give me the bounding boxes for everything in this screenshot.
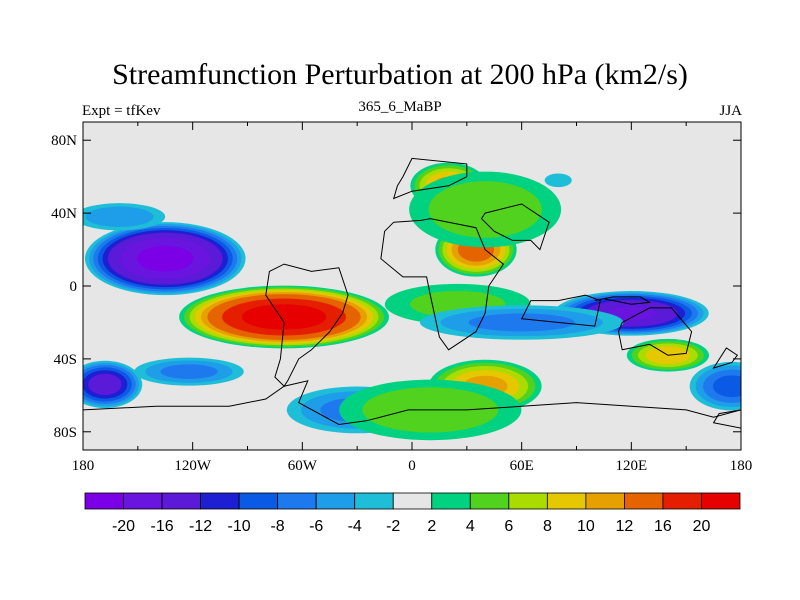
coastline-5 [617,307,693,356]
colorbar-label: -2 [386,518,400,535]
colorbar-label: 12 [616,518,634,535]
y-tick-label: 0 [70,279,78,295]
colorbar-box [84,492,124,510]
plot-area [83,122,741,450]
colorbar-box [238,492,279,510]
coastline-4 [480,203,550,251]
colorbar-box [469,492,510,510]
colorbar-label: -16 [151,518,174,535]
colorbar-label: -6 [309,518,323,535]
axes: 180 120W 60W 0 60E 120E 180 80N 40N 0 40S 80S [51,121,753,474]
coastline-6 [594,296,652,305]
y-tick-label: 80S [54,425,77,441]
colorbar-label: -10 [228,518,251,535]
coastline-9 [712,409,741,429]
colorbar-label: 2 [427,518,436,535]
field-layer [83,122,741,450]
colorbar-box [277,492,317,510]
contour-band [160,364,218,379]
colorbar-box [354,492,394,510]
anomaly-center-13 [419,305,624,340]
colorbar-box [662,492,702,510]
colorbar-label: 16 [654,518,672,535]
colorbar-box [200,492,240,510]
contour-band [428,181,542,238]
anomaly-center-1 [179,285,389,349]
contour-band [241,304,327,330]
colorbar-label: 6 [504,518,513,535]
coastline-8 [712,347,739,369]
colorbar-box [585,492,625,510]
y-tick-label: 40S [54,352,77,368]
coastline-2 [380,218,505,351]
contour-band [85,206,154,227]
coastline-7 [520,294,601,327]
anomaly-center-0 [84,222,246,296]
colorbar-label: -4 [348,518,362,535]
colorbar-box [431,492,471,510]
x-tick-label: 180 [72,458,95,474]
case-label: 365_6_MaBP [358,99,442,115]
colorbar-box [546,492,587,510]
contour-band [468,313,575,332]
anomaly-center-3 [83,203,166,231]
y-tick-label: 80N [51,133,77,149]
x-tick-label: 120W [174,458,212,474]
contour-band [607,306,656,321]
colorbar-box [161,492,201,510]
coastline-3 [392,157,468,200]
anomaly-center-15 [689,361,741,411]
x-tick-label: 60W [288,458,318,474]
x-tick-label: 120E [615,458,647,474]
coastline-1 [265,263,349,387]
colorbar-label: -20 [112,518,135,535]
x-tick-label: 180 [730,458,753,474]
colorbar-box [123,492,163,510]
anomaly-center-8 [409,171,562,248]
anomaly-center-4 [134,357,244,386]
colorbar-label: 10 [577,518,595,535]
contour-band [544,173,572,188]
colorbar-label: 20 [693,518,711,535]
colorbar-label: 4 [466,518,475,535]
colorbar-box [508,492,548,510]
continent-outlines [83,157,741,450]
colorbar: -20 -16 -12 -10 -8 -6 -4 -2 2 4 6 8 10 12 16 20 [84,492,741,535]
y-tick-label: 40N [51,206,77,222]
x-tick-label: 60E [510,458,534,474]
colorbar-label: -8 [270,518,284,535]
chart-title: Streamfunction Perturbation at 200 hPa (… [112,58,688,91]
colorbar-box [315,492,356,510]
anomaly-center-2 [83,360,143,409]
season-label: JJA [719,103,742,119]
colorbar-box [392,492,433,510]
colorbar-label: -12 [189,518,212,535]
colorbar-label: 8 [543,518,552,535]
contour-band [88,373,122,395]
colorbar-box [624,492,664,510]
anomaly-center-16 [544,173,572,188]
contour-band [712,375,741,398]
experiment-label: Expt = tfKev [82,103,161,119]
colorbar-box [701,492,741,510]
contour-band [137,245,194,272]
x-tick-label: 0 [408,458,416,474]
